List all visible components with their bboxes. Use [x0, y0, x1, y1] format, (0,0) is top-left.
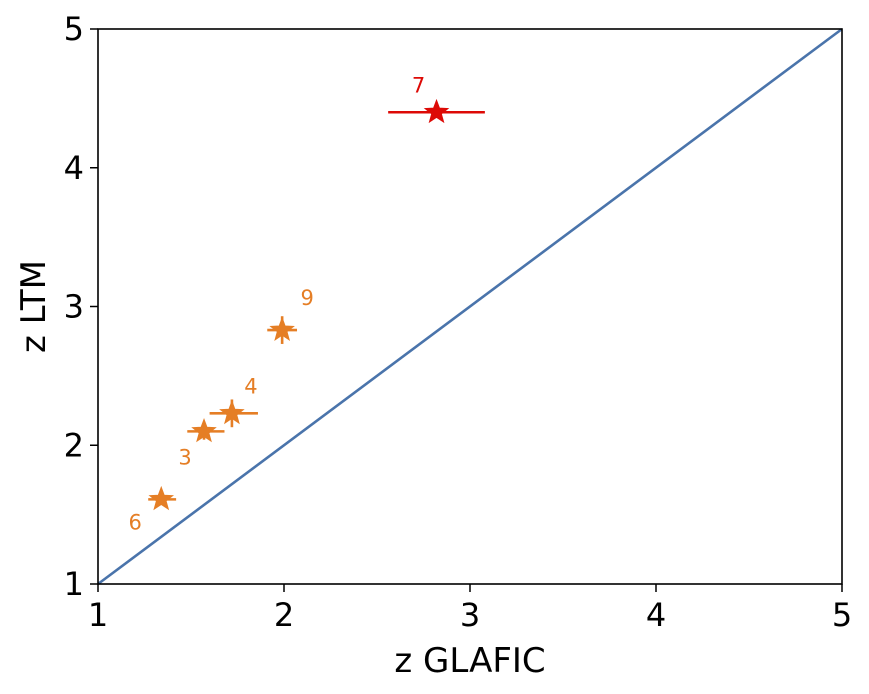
point-label-9: 9 — [300, 286, 313, 310]
star-marker-6 — [148, 485, 175, 511]
x-tick-label: 2 — [274, 596, 294, 634]
star-marker-4 — [219, 399, 245, 425]
y-tick-label: 2 — [64, 426, 84, 464]
point-label-7: 7 — [412, 73, 425, 97]
point-label-3: 3 — [178, 445, 191, 469]
star-marker-9 — [269, 316, 295, 341]
star-marker-3 — [191, 417, 217, 443]
y-tick-label: 3 — [64, 288, 84, 326]
point-label-6: 6 — [129, 510, 142, 534]
y-tick-label: 4 — [64, 149, 84, 187]
y-axis-label: z LTM — [14, 260, 54, 353]
plot-area: 7 9 4 3 6 — [97, 27, 843, 586]
x-tick-label: 1 — [88, 596, 108, 634]
point-label-4: 4 — [244, 374, 257, 398]
y-tick-label: 1 — [64, 565, 84, 603]
reference-line — [97, 27, 843, 586]
y-tick-label: 5 — [64, 10, 84, 48]
star-marker-7 — [423, 98, 450, 124]
x-axis-label: z GLAFIC — [394, 641, 545, 681]
x-tick-label: 5 — [832, 596, 852, 634]
axes: 1 2 3 4 5 1 2 3 4 5 — [64, 10, 853, 634]
x-tick-label: 4 — [646, 596, 666, 634]
x-tick-label: 3 — [460, 596, 480, 634]
